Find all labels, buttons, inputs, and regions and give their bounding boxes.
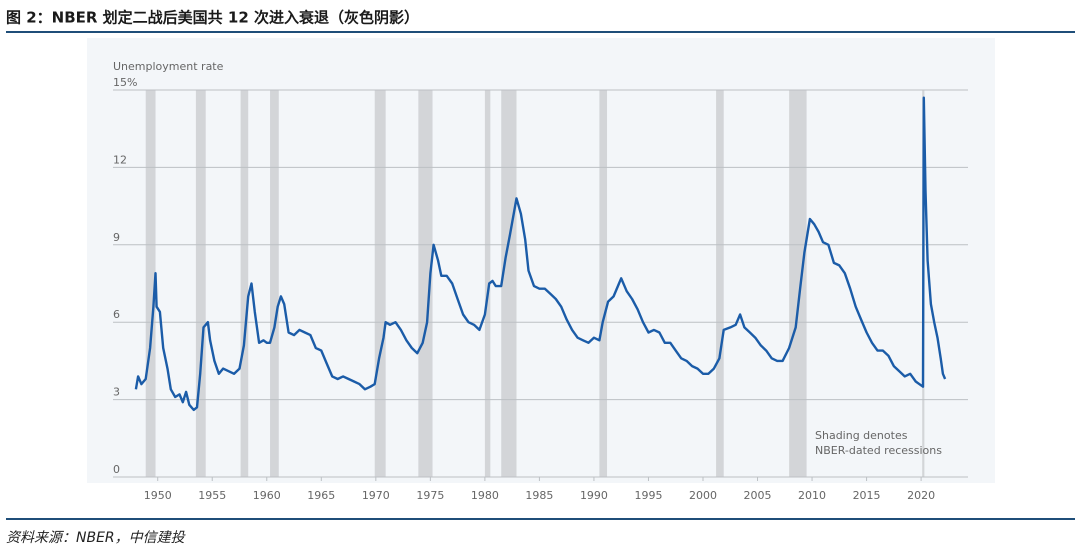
recession-band (501, 90, 517, 477)
annotation: Shading denotes (815, 429, 908, 442)
x-tick-label: 1965 (307, 489, 335, 502)
recession-band (789, 90, 807, 477)
x-tick-label: 1985 (525, 489, 553, 502)
x-tick-label: 2020 (907, 489, 935, 502)
y-tick-label: 6 (113, 308, 120, 321)
x-tick-label: 2010 (798, 489, 826, 502)
recession-band (270, 90, 279, 477)
recession-band (145, 90, 156, 477)
x-tick-label: 1980 (471, 489, 499, 502)
recession-band (374, 90, 386, 477)
x-tick-label: 1995 (634, 489, 662, 502)
recession-band (240, 90, 249, 477)
y-tick-label: 3 (113, 386, 120, 399)
y-tick-label: 12 (113, 153, 127, 166)
chart: Unemployment rate 0 3 6 9 12 15% 1950 1955 1960 19… (113, 60, 968, 502)
x-tick-label: 1975 (416, 489, 444, 502)
y-axis-title: Unemployment rate (113, 60, 224, 73)
x-tick-label: 2015 (853, 489, 881, 502)
y-tick-label: 15% (113, 76, 137, 89)
x-tick-label: 1960 (253, 489, 281, 502)
x-tick-label: 1950 (144, 489, 172, 502)
chart-panel (87, 38, 995, 483)
x-tick-label: 1970 (362, 489, 390, 502)
y-tick-label: 0 (113, 463, 120, 476)
recession-band (484, 90, 491, 477)
recession-band (716, 90, 724, 477)
x-tick-label: 2000 (689, 489, 717, 502)
x-tick-label: 1955 (198, 489, 226, 502)
annotation: NBER-dated recessions (815, 444, 942, 457)
figure-title: 图 2：NBER 划定二战后美国共 12 次进入衰退（灰色阴影） (6, 9, 419, 27)
data-line (134, 96, 947, 412)
y-tick-label: 9 (113, 231, 120, 244)
recession-band (599, 90, 608, 477)
source: 资料来源：NBER，中信建投 (6, 530, 187, 546)
recession-band (195, 90, 206, 477)
x-tick-label: 2005 (744, 489, 772, 502)
x-tick-label: 1990 (580, 489, 608, 502)
recession-band (418, 90, 433, 477)
